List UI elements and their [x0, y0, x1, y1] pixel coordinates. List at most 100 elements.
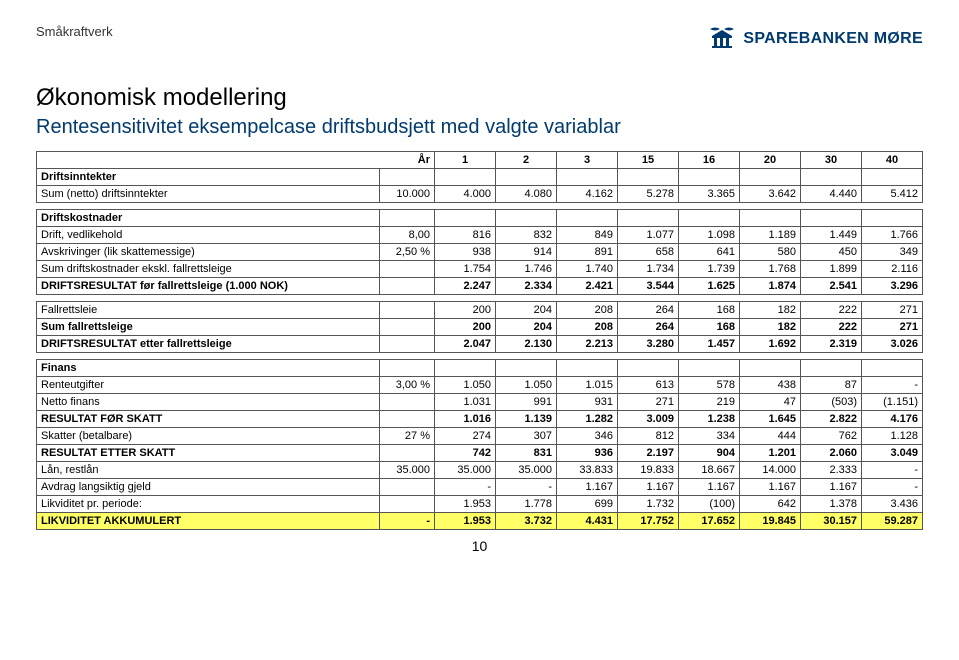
cell-value: 271	[618, 394, 679, 411]
row-label: Drift, vedlikehold	[37, 227, 380, 244]
cell-value: 264	[618, 302, 679, 319]
cell-value: 849	[557, 227, 618, 244]
cell-value: 914	[496, 244, 557, 261]
cell-value: 1.282	[557, 411, 618, 428]
cell-value: 3.642	[740, 186, 801, 203]
col-year: 30	[801, 152, 862, 169]
cell-value: 1.739	[679, 261, 740, 278]
cell-value: 334	[679, 428, 740, 445]
cell-value: 264	[618, 319, 679, 336]
col-year: 40	[862, 152, 923, 169]
cell-value: 2.060	[801, 445, 862, 462]
cell-value: 14.000	[740, 462, 801, 479]
cell-value	[557, 360, 618, 377]
cell-value: 3.026	[862, 336, 923, 353]
cell-value	[618, 169, 679, 186]
row-param: 27 %	[380, 428, 435, 445]
row-label: Renteutgifter	[37, 377, 380, 394]
col-year: 20	[740, 152, 801, 169]
cell-value: 17.752	[618, 513, 679, 530]
cell-value: 1.732	[618, 496, 679, 513]
cell-value: 5.278	[618, 186, 679, 203]
row-param	[380, 496, 435, 513]
cell-value: 1.692	[740, 336, 801, 353]
cell-value: 19.845	[740, 513, 801, 530]
cell-value: -	[862, 377, 923, 394]
cell-value: 1.766	[862, 227, 923, 244]
cell-value: 4.431	[557, 513, 618, 530]
row-param: 2,50 %	[380, 244, 435, 261]
cell-value	[862, 210, 923, 227]
cell-value: 307	[496, 428, 557, 445]
cell-value: 1.098	[679, 227, 740, 244]
col-year-label: År	[37, 152, 435, 169]
cell-value: 2.319	[801, 336, 862, 353]
cell-value: 1.077	[618, 227, 679, 244]
cell-value: -	[435, 479, 496, 496]
cell-value: 271	[862, 319, 923, 336]
cell-value: 641	[679, 244, 740, 261]
row-label: LIKVIDITET AKKUMULERT	[37, 513, 380, 530]
cell-value: 580	[740, 244, 801, 261]
cell-value: (100)	[679, 496, 740, 513]
row-label: Sum driftskostnader ekskl. fallrettsleig…	[37, 261, 380, 278]
cell-value	[435, 169, 496, 186]
row-label: RESULTAT FØR SKATT	[37, 411, 380, 428]
page-subtitle: Rentesensitivitet eksempelcase driftsbud…	[36, 116, 923, 139]
cell-value: 891	[557, 244, 618, 261]
cell-value	[679, 210, 740, 227]
cell-value: 1.378	[801, 496, 862, 513]
cell-value: 832	[496, 227, 557, 244]
cell-value	[862, 360, 923, 377]
col-year: 1	[435, 152, 496, 169]
cell-value: 1.899	[801, 261, 862, 278]
cell-value	[740, 169, 801, 186]
cell-value	[679, 360, 740, 377]
cell-value	[801, 169, 862, 186]
cell-value: 762	[801, 428, 862, 445]
row-param: 3,00 %	[380, 377, 435, 394]
row-param: 8,00	[380, 227, 435, 244]
cell-value: 208	[557, 319, 618, 336]
cell-value: 222	[801, 302, 862, 319]
cell-value: 613	[618, 377, 679, 394]
cell-value: 1.768	[740, 261, 801, 278]
cell-value	[740, 360, 801, 377]
cell-value: 47	[740, 394, 801, 411]
cell-value: 1.050	[435, 377, 496, 394]
cell-value: 2.822	[801, 411, 862, 428]
cell-value: 1.139	[496, 411, 557, 428]
cell-value: 1.953	[435, 496, 496, 513]
cell-value: 2.421	[557, 278, 618, 295]
cell-value	[435, 210, 496, 227]
cell-value: 1.128	[862, 428, 923, 445]
cell-value: 30.157	[801, 513, 862, 530]
row-param	[380, 411, 435, 428]
row-label: Avskrivinger (lik skattemessige)	[37, 244, 380, 261]
cell-value	[496, 169, 557, 186]
cell-value: 1.754	[435, 261, 496, 278]
cell-value: 271	[862, 302, 923, 319]
cell-value: 3.049	[862, 445, 923, 462]
row-param	[380, 479, 435, 496]
row-label: Sum fallrettsleige	[37, 319, 380, 336]
logo-text: SPAREBANKEN MØRE	[743, 30, 923, 48]
cell-value: 831	[496, 445, 557, 462]
cell-value: (503)	[801, 394, 862, 411]
row-label: DRIFTSRESULTAT før fallrettsleige (1.000…	[37, 278, 380, 295]
row-param: 10.000	[380, 186, 435, 203]
cell-value	[801, 360, 862, 377]
cell-value: 931	[557, 394, 618, 411]
cell-value	[557, 169, 618, 186]
cell-value: 1.031	[435, 394, 496, 411]
col-year: 2	[496, 152, 557, 169]
cell-value: 35.000	[435, 462, 496, 479]
cell-value: 33.833	[557, 462, 618, 479]
cell-value: 642	[740, 496, 801, 513]
cell-value: 438	[740, 377, 801, 394]
row-param	[380, 445, 435, 462]
cell-value	[496, 210, 557, 227]
cell-value: 222	[801, 319, 862, 336]
cell-value: 816	[435, 227, 496, 244]
cell-value: 938	[435, 244, 496, 261]
